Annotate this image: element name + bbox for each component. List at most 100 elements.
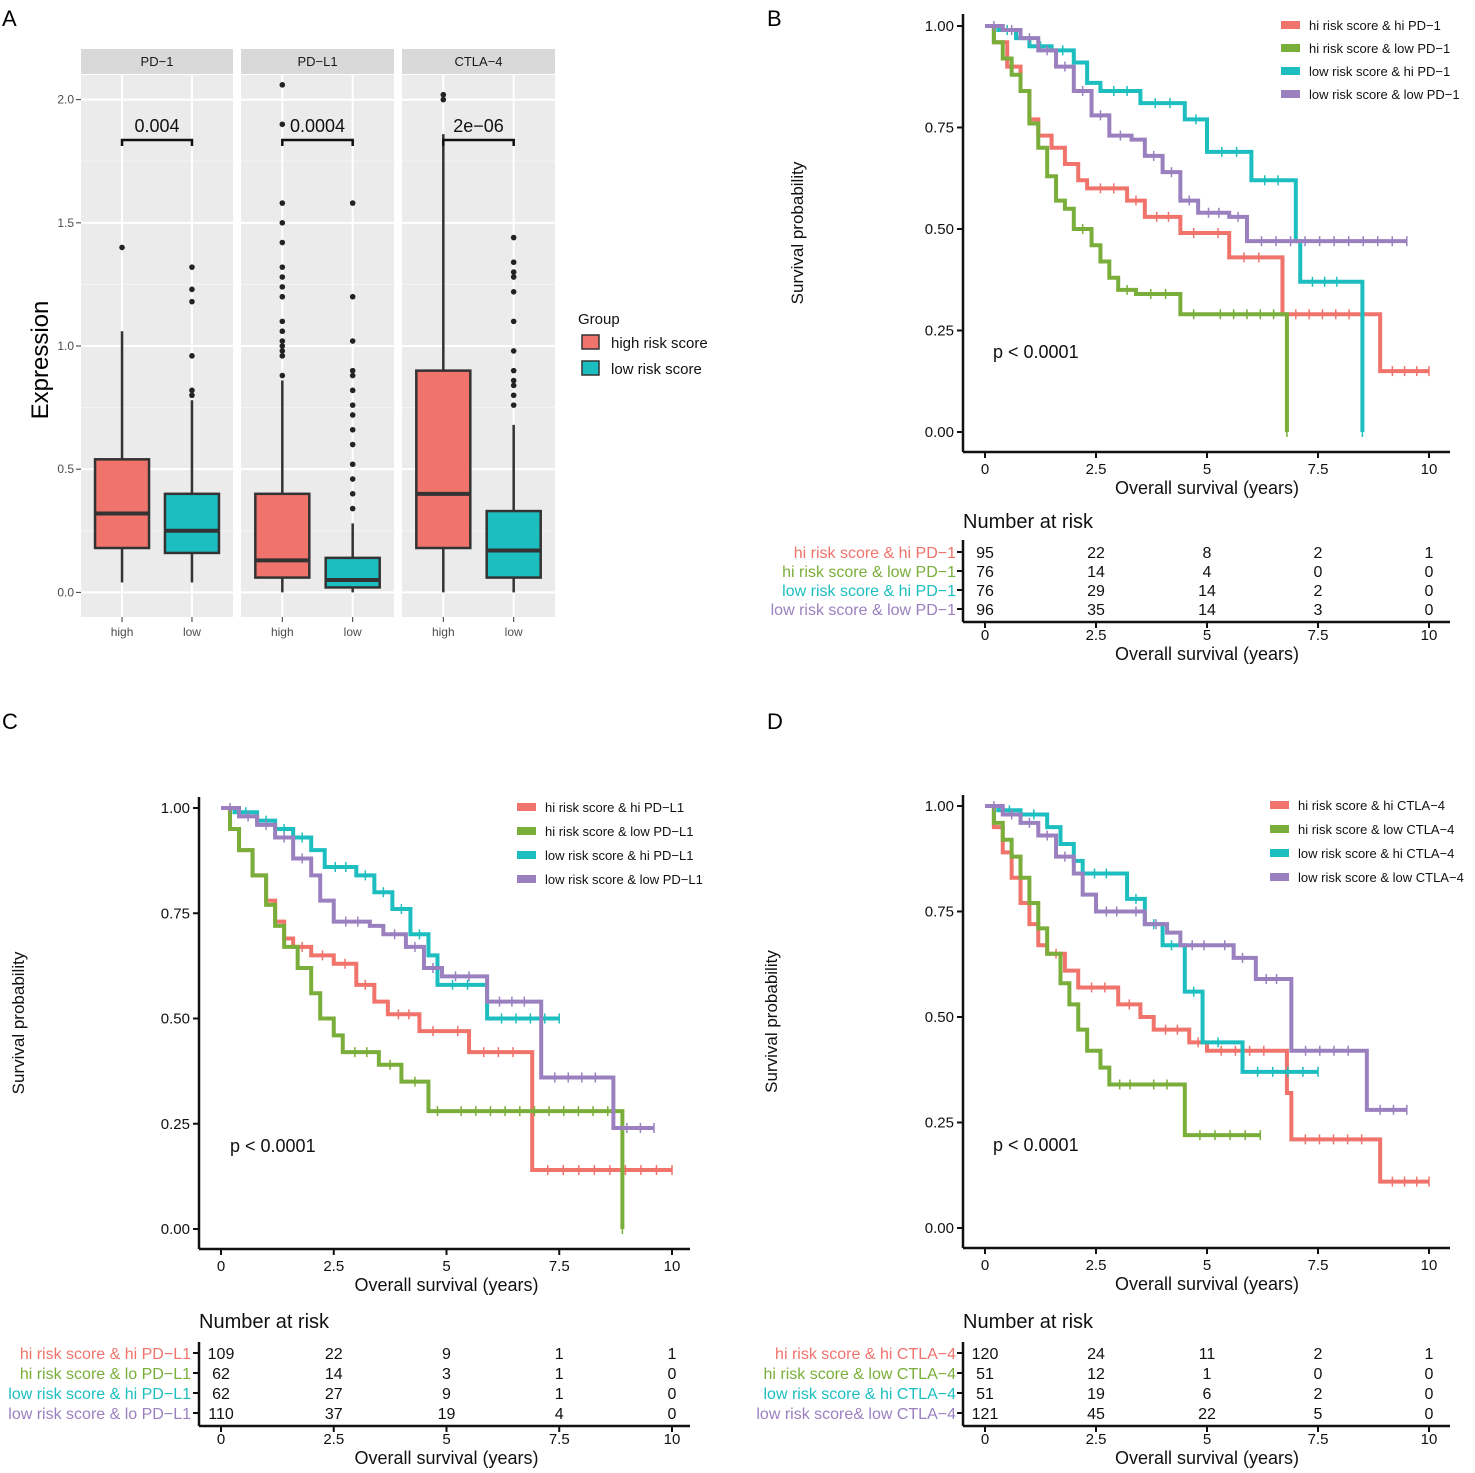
outlier-point [279, 264, 286, 270]
risk-x-tick-label: 2.5 [1086, 1431, 1107, 1448]
legend-label: low risk score & hi PD−L1 [545, 848, 693, 863]
outlier-point [349, 338, 356, 344]
legend-swatch [1281, 67, 1300, 75]
risk-row-label: hi risk score & low PD−1 [782, 564, 956, 581]
risk-count: 35 [1087, 602, 1105, 619]
outlier-point [349, 293, 356, 300]
y-tick-label: 0.5 [57, 462, 74, 476]
legend-swatch [581, 360, 600, 376]
box-low [163, 492, 221, 555]
outlier-point [510, 392, 517, 399]
outlier-point [349, 491, 356, 497]
risk-count: 27 [325, 1386, 343, 1403]
boxplot-panel-a: Expression 0.0 0.5 1.0 1.5 2.0 PD−1 high low 0.00… [27, 49, 708, 639]
censor-marks-green [1081, 224, 1288, 437]
facet-1: PD−L1 high low 0.0004 [241, 49, 394, 639]
y-tick-label: 0.25 [925, 1115, 954, 1132]
facet-strip [81, 49, 233, 74]
censor-marks-cyan [1006, 25, 1364, 437]
outlier-point [189, 264, 195, 270]
censor-marks-green [354, 1047, 624, 1234]
risk-count: 14 [1087, 564, 1105, 581]
y-axis-label: Survival probability [788, 161, 807, 304]
risk-count: 6 [1203, 1386, 1212, 1403]
y-tick-label: 0.50 [925, 221, 954, 238]
legend-label: low risk score & hi CTLA−4 [1298, 846, 1454, 861]
risk-x-tick-label: 5 [442, 1431, 450, 1448]
x-tick-label: high [271, 625, 294, 639]
facet-title: PD−1 [141, 54, 174, 69]
x-tick-label: 7.5 [1308, 461, 1329, 478]
legend-label: hi risk score & hi CTLA−4 [1298, 798, 1445, 813]
outlier-point [349, 426, 356, 433]
outlier-point [279, 284, 286, 290]
box-low [485, 509, 542, 579]
outlier-point [510, 348, 517, 354]
risk-x-tick-label: 2.5 [1086, 627, 1107, 644]
p-value-label: 0.004 [134, 116, 179, 136]
risk-count: 51 [976, 1366, 994, 1383]
outlier-point [349, 476, 356, 482]
legend-swatch [517, 827, 536, 835]
outlier-point [189, 392, 195, 399]
legend-label: hi risk score & low PD−L1 [545, 824, 693, 839]
outlier-point [279, 82, 286, 88]
y-tick-label: 0.25 [925, 323, 954, 340]
facet-0: PD−1 high low 0.004 [81, 49, 233, 639]
risk-x-tick-label: 0 [217, 1431, 225, 1448]
y-tick-label: 0.50 [925, 1009, 954, 1026]
legend-label: low risk score & hi PD−1 [1309, 64, 1450, 79]
legend-label: low risk score & low CTLA−4 [1298, 870, 1464, 885]
outlier-point [510, 274, 517, 280]
legend-swatch [1270, 801, 1289, 809]
panel-letter-d: D [767, 709, 783, 734]
risk-count: 1 [555, 1366, 564, 1383]
risk-count: 1 [1425, 1346, 1434, 1363]
outlier-point [279, 348, 286, 354]
legend-label: low risk score & low PD−1 [1309, 87, 1460, 102]
x-tick-label: 2.5 [1086, 1257, 1107, 1274]
y-tick-label: 1.00 [161, 800, 190, 817]
risk-x-tick-label: 0 [981, 1431, 989, 1448]
risk-count: 0 [668, 1386, 677, 1403]
y-axis-label: Survival probability [762, 950, 781, 1093]
risk-count: 9 [442, 1386, 451, 1403]
outlier-point [510, 367, 517, 374]
risk-count: 1 [1203, 1366, 1212, 1383]
survival-curve-cyan [221, 806, 560, 1021]
legend-label: hi risk score & hi PD−1 [1309, 18, 1441, 33]
outlier-point [349, 402, 356, 408]
legend-swatch [1270, 825, 1289, 833]
risk-count: 14 [325, 1366, 343, 1383]
risk-count: 1 [668, 1346, 677, 1363]
outlier-point [279, 239, 286, 246]
outlier-point [349, 367, 356, 374]
risk-count: 96 [976, 602, 994, 619]
risk-row-label: low risk score & low PD−1 [771, 602, 956, 619]
outlier-point [279, 328, 286, 335]
outlier-point [189, 298, 195, 305]
y-tick-label: 0.00 [925, 424, 954, 441]
risk-count: 110 [208, 1406, 234, 1423]
risk-count: 76 [976, 583, 994, 600]
x-tick-label: low [344, 625, 362, 639]
risk-count: 0 [1314, 564, 1323, 581]
outlier-point [279, 372, 286, 379]
censor-marks-cyan [1008, 805, 1319, 1077]
risk-x-tick-label: 10 [664, 1431, 681, 1448]
y-tick-label: 0.50 [161, 1011, 190, 1028]
legend-swatch [1270, 849, 1289, 857]
risk-count: 2 [1314, 583, 1323, 600]
risk-count: 24 [1087, 1346, 1105, 1363]
survival-curve-purple [221, 806, 654, 1130]
risk-count: 3 [442, 1366, 451, 1383]
facet-strip [241, 49, 394, 74]
legend-swatch [517, 875, 536, 883]
legend-title: Group [578, 311, 620, 328]
x-tick-label: 10 [1421, 1257, 1438, 1274]
risk-count: 14 [1198, 583, 1216, 600]
legend-swatch [1281, 90, 1300, 98]
risk-x-tick-label: 0 [981, 627, 989, 644]
outlier-point [510, 289, 517, 295]
